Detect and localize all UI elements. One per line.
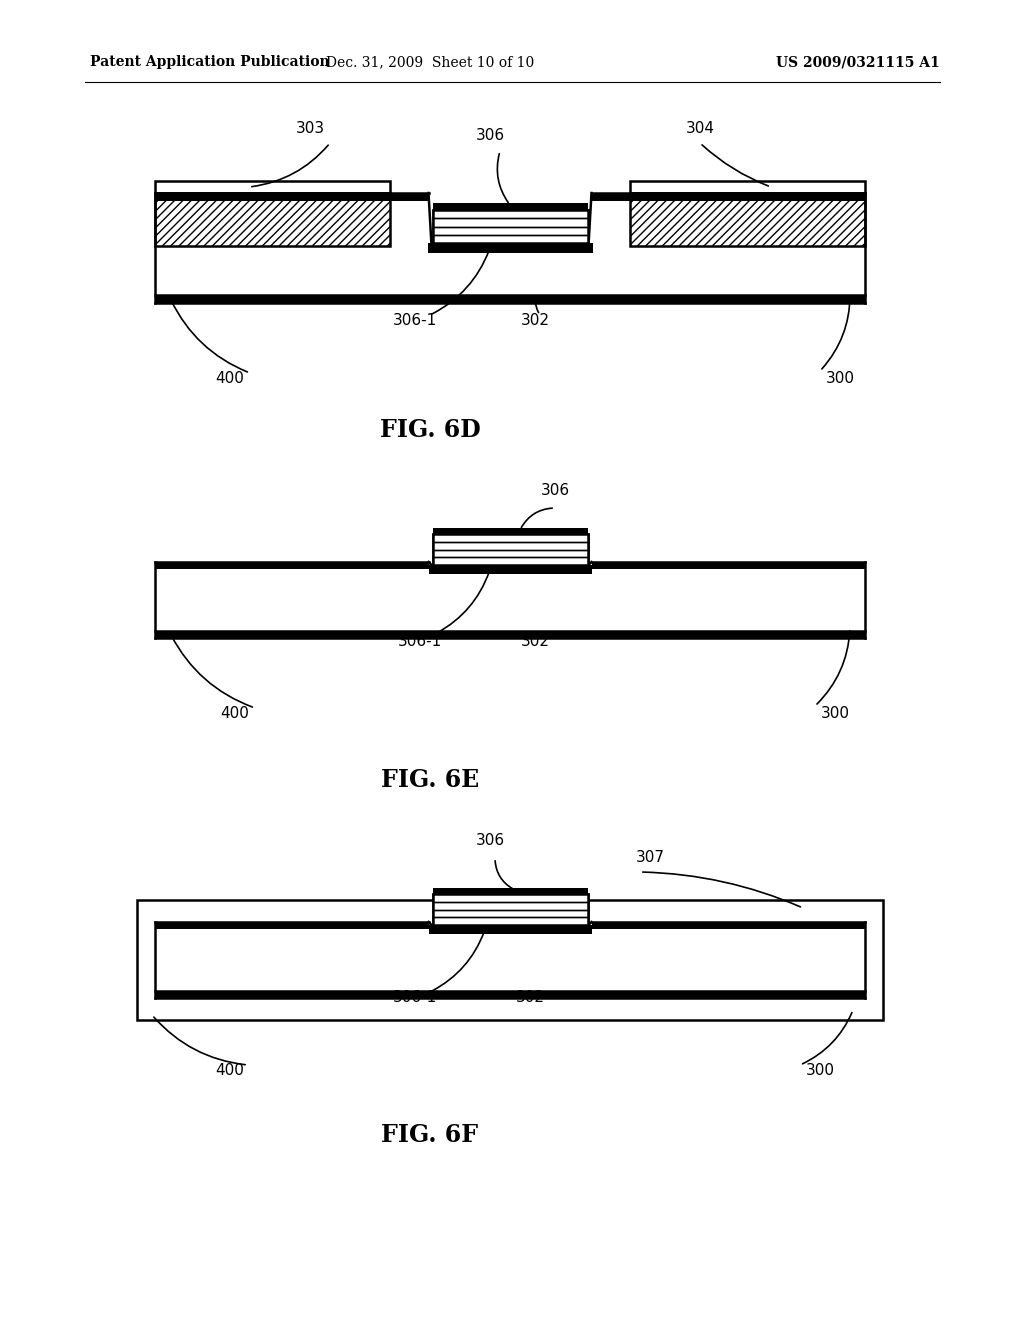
Text: 400: 400 (220, 706, 250, 721)
Text: 304: 304 (685, 121, 715, 136)
Text: Dec. 31, 2009  Sheet 10 of 10: Dec. 31, 2009 Sheet 10 of 10 (326, 55, 535, 69)
Text: 302: 302 (520, 313, 550, 327)
Bar (432, 535, 588, 565)
Bar (155, 294, 865, 304)
Bar (155, 921, 428, 929)
Text: FIG. 6D: FIG. 6D (380, 418, 480, 442)
Bar (432, 894, 588, 925)
Bar (155, 193, 390, 246)
Bar (432, 894, 588, 925)
Text: 306-1: 306-1 (393, 990, 437, 1005)
Text: 306: 306 (475, 833, 505, 847)
Text: FIG. 6F: FIG. 6F (381, 1123, 478, 1147)
Bar (155, 193, 428, 201)
Text: 303: 303 (296, 121, 325, 136)
Text: 300: 300 (820, 706, 850, 721)
Bar (432, 210, 588, 243)
Text: 302: 302 (520, 634, 550, 649)
Text: Patent Application Publication: Patent Application Publication (90, 55, 330, 69)
Bar (592, 193, 865, 201)
Bar (630, 193, 865, 246)
Text: 300: 300 (825, 371, 854, 385)
Bar (155, 921, 865, 998)
Text: 306: 306 (541, 483, 569, 498)
Text: US 2009/0321115 A1: US 2009/0321115 A1 (776, 55, 940, 69)
Bar (155, 631, 865, 638)
Text: FIG. 6E: FIG. 6E (381, 768, 479, 792)
Bar (432, 528, 588, 535)
Bar (432, 203, 588, 210)
Bar (155, 193, 865, 304)
Bar (427, 243, 593, 253)
Text: 400: 400 (216, 1063, 245, 1078)
Bar (592, 921, 865, 929)
Bar (137, 900, 883, 1020)
Bar (428, 925, 592, 935)
Text: 400: 400 (216, 371, 245, 385)
Text: 306-1: 306-1 (393, 313, 437, 327)
Text: 306-1: 306-1 (398, 634, 442, 649)
Bar (427, 243, 593, 253)
Bar (155, 991, 865, 998)
Bar (592, 562, 865, 569)
Bar (428, 565, 592, 574)
Bar (155, 562, 428, 569)
Text: 306: 306 (475, 128, 505, 143)
Bar (428, 925, 592, 935)
Text: 300: 300 (806, 1063, 835, 1078)
Bar (432, 203, 588, 210)
Text: 307: 307 (636, 850, 665, 865)
Bar (630, 181, 865, 193)
Bar (432, 528, 588, 535)
Bar (432, 888, 588, 894)
Bar (428, 565, 592, 574)
Bar (155, 181, 390, 193)
Bar (432, 210, 588, 243)
Bar (432, 535, 588, 565)
Bar (432, 888, 588, 894)
Text: 302: 302 (515, 990, 545, 1005)
Bar (155, 562, 865, 638)
